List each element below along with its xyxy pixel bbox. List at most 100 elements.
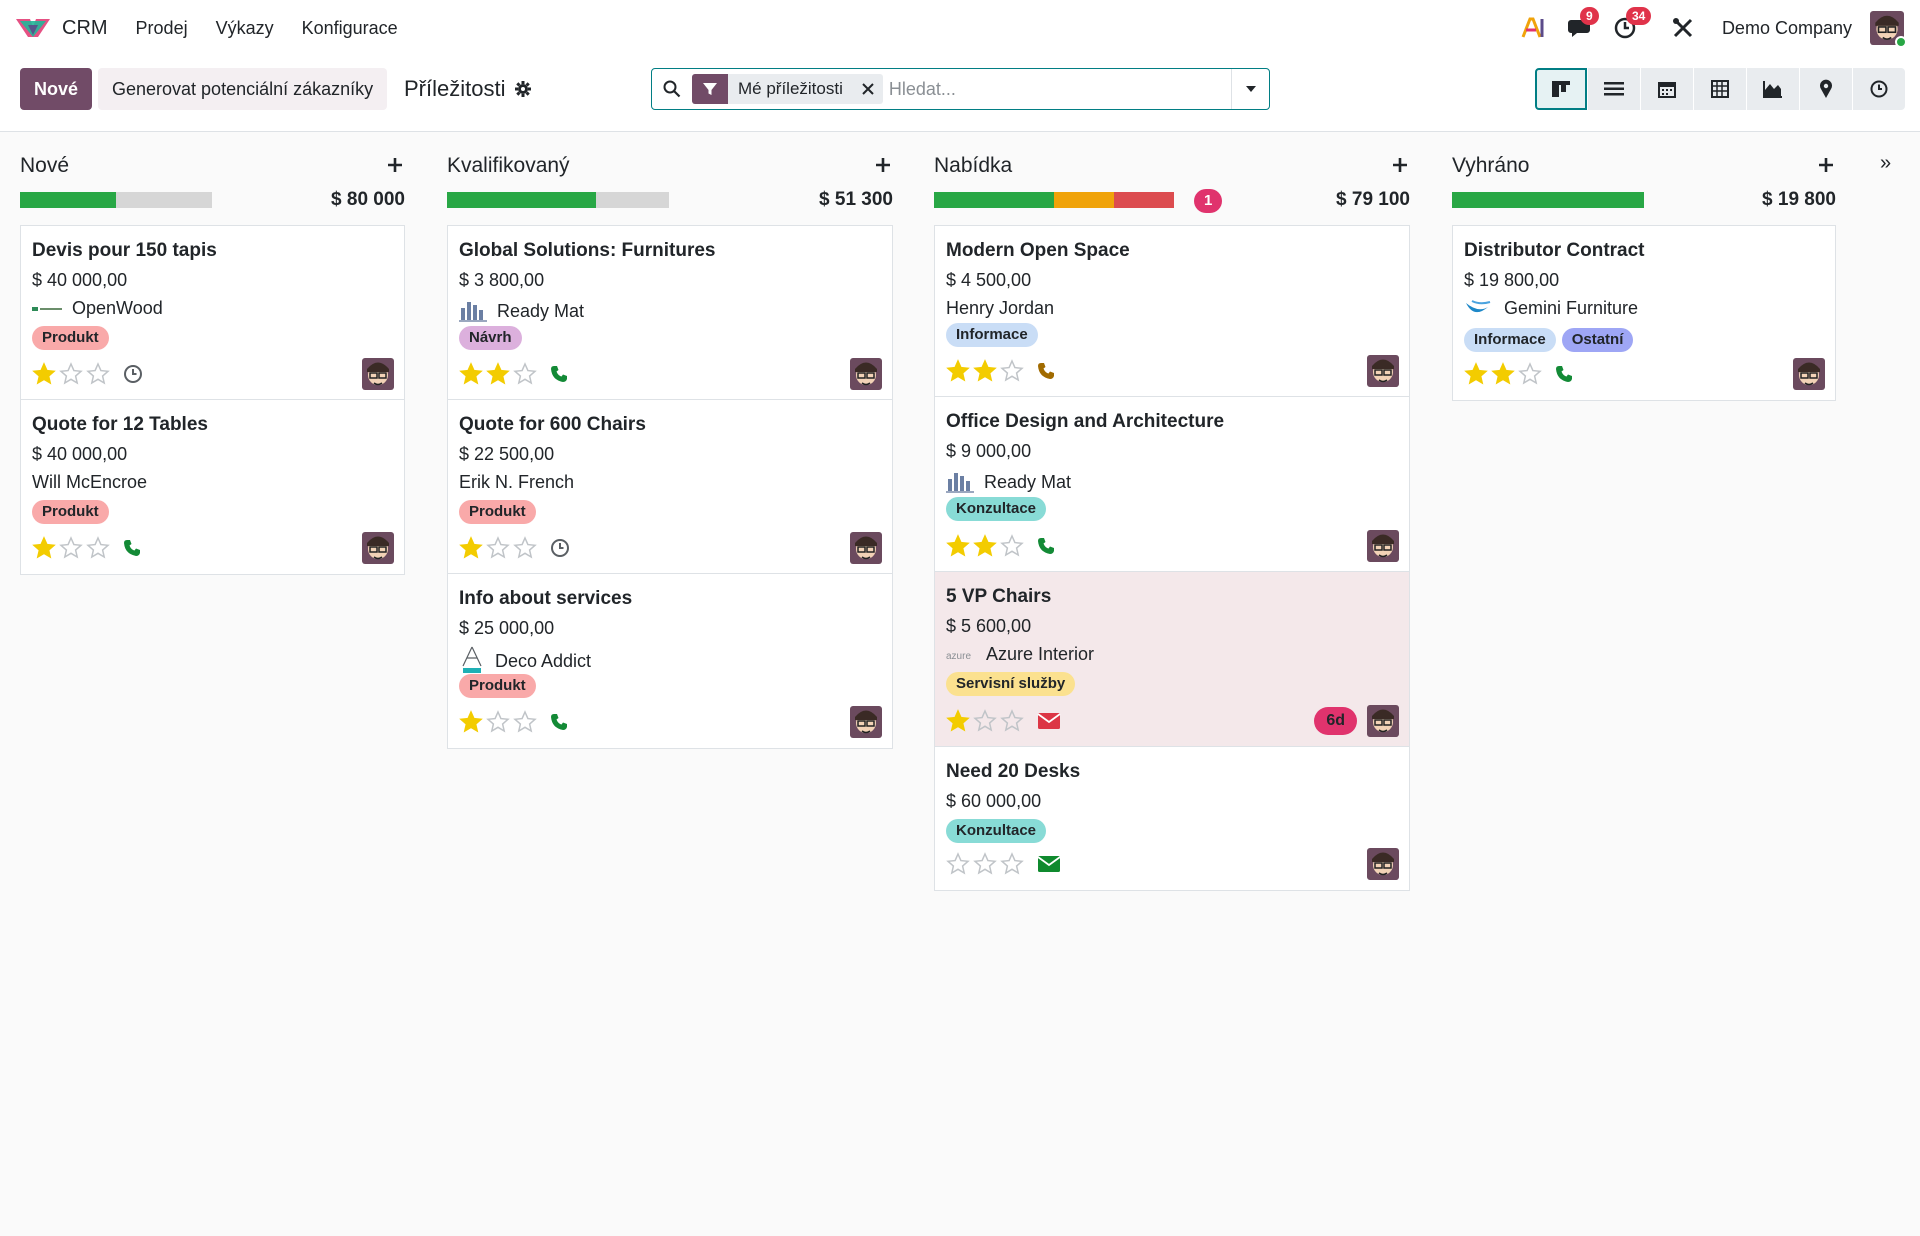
priority-stars[interactable] — [946, 852, 1027, 876]
quick-create-plus-icon[interactable] — [1390, 152, 1410, 178]
progress-segment[interactable] — [447, 192, 596, 208]
opportunity-card[interactable]: 5 VP Chairs $ 5 600,00 azure Azure Interior… — [935, 572, 1409, 747]
phone-icon[interactable] — [1555, 365, 1573, 383]
menu-vykazy[interactable]: Výkazy — [215, 17, 274, 38]
search-icon[interactable] — [652, 80, 692, 98]
salesperson-avatar[interactable] — [1367, 355, 1399, 387]
envelope-icon[interactable] — [1037, 855, 1061, 873]
opportunity-card[interactable]: Office Design and Architecture $ 9 000,00… — [935, 397, 1409, 572]
app-name[interactable]: CRM — [62, 16, 108, 39]
opportunity-card[interactable]: Quote for 600 Chairs $ 22 500,00 Erik N. F… — [448, 400, 892, 574]
menu-konfigurace[interactable]: Konfigurace — [301, 17, 398, 38]
progress-segment[interactable] — [116, 192, 212, 208]
star-filled-icon[interactable] — [1491, 362, 1518, 386]
quick-create-plus-icon[interactable] — [385, 152, 405, 178]
column-title[interactable]: Kvalifikovaný — [447, 154, 570, 177]
progress-segment[interactable] — [1114, 192, 1174, 208]
column-progress-bar[interactable] — [934, 192, 1174, 208]
star-empty-icon[interactable] — [486, 536, 513, 560]
ai-icon[interactable] — [1518, 13, 1548, 43]
opportunity-card[interactable]: Quote for 12 Tables $ 40 000,00 Will McEnc… — [21, 400, 404, 574]
tools-icon[interactable] — [1668, 13, 1698, 43]
star-empty-icon[interactable] — [59, 362, 86, 386]
app-brand[interactable]: CRM — [16, 17, 108, 40]
phone-icon[interactable] — [1037, 537, 1055, 555]
star-filled-icon[interactable] — [973, 359, 1000, 383]
map-view-button[interactable] — [1800, 68, 1852, 110]
column-count-badge[interactable]: 1 — [1194, 189, 1223, 213]
star-filled-icon[interactable] — [1464, 362, 1491, 386]
user-avatar[interactable] — [1870, 11, 1907, 48]
phone-icon[interactable] — [123, 539, 141, 557]
new-button[interactable]: Nové — [20, 68, 93, 110]
activity-view-button[interactable] — [1853, 68, 1905, 110]
remove-facet-icon[interactable] — [853, 83, 883, 95]
pivot-view-button[interactable] — [1694, 68, 1746, 110]
search-options-dropdown[interactable] — [1231, 69, 1269, 109]
priority-stars[interactable] — [946, 709, 1027, 733]
column-title[interactable]: Nabídka — [934, 154, 1013, 177]
progress-segment[interactable] — [595, 192, 669, 208]
star-empty-icon[interactable] — [513, 710, 540, 734]
star-filled-icon[interactable] — [32, 536, 59, 560]
star-empty-icon[interactable] — [1000, 709, 1027, 733]
priority-stars[interactable] — [32, 362, 113, 386]
star-empty-icon[interactable] — [1518, 362, 1545, 386]
star-filled-icon[interactable] — [459, 536, 486, 560]
star-empty-icon[interactable] — [1000, 534, 1027, 558]
envelope-icon[interactable] — [1037, 712, 1061, 730]
star-empty-icon[interactable] — [86, 536, 113, 560]
star-filled-icon[interactable] — [973, 534, 1000, 558]
graph-view-button[interactable] — [1747, 68, 1799, 110]
kanban-view-button[interactable] — [1535, 68, 1587, 110]
priority-stars[interactable] — [946, 534, 1027, 558]
calendar-view-button[interactable] — [1641, 68, 1693, 110]
activities-icon[interactable]: 34 — [1610, 7, 1652, 43]
phone-icon[interactable] — [1037, 362, 1055, 380]
salesperson-avatar[interactable] — [362, 358, 394, 390]
column-title[interactable]: Nové — [20, 154, 70, 177]
generate-leads-button[interactable]: Generovat potenciální zákazníky — [98, 68, 388, 110]
gear-icon[interactable] — [515, 81, 532, 97]
star-filled-icon[interactable] — [946, 359, 973, 383]
progress-segment[interactable] — [1452, 192, 1644, 208]
priority-stars[interactable] — [459, 362, 540, 386]
crm-app-icon[interactable] — [16, 17, 50, 39]
star-filled-icon[interactable] — [946, 534, 973, 558]
star-filled-icon[interactable] — [946, 709, 973, 733]
search-input[interactable] — [888, 74, 1231, 104]
star-empty-icon[interactable] — [1000, 852, 1027, 876]
opportunity-card[interactable]: Modern Open Space $ 4 500,00 Henry Jordan I… — [935, 226, 1409, 397]
star-empty-icon[interactable] — [1000, 359, 1027, 383]
opportunity-card[interactable]: Info about services $ 25 000,00 Deco Addic… — [448, 574, 892, 748]
clock-icon[interactable] — [123, 364, 143, 384]
opportunity-card[interactable]: Devis pour 150 tapis $ 40 000,00 OpenWood P… — [21, 226, 404, 400]
progress-segment[interactable] — [20, 192, 116, 208]
phone-icon[interactable] — [550, 365, 568, 383]
star-empty-icon[interactable] — [86, 362, 113, 386]
star-filled-icon[interactable] — [486, 362, 513, 386]
messages-icon[interactable]: 9 — [1564, 7, 1599, 43]
salesperson-avatar[interactable] — [1367, 705, 1399, 737]
quick-create-plus-icon[interactable] — [1816, 152, 1836, 178]
priority-stars[interactable] — [1464, 362, 1545, 386]
opportunity-card[interactable]: Need 20 Desks $ 60 000,00 Konzultace — [935, 747, 1409, 890]
progress-segment[interactable] — [1054, 192, 1114, 208]
star-filled-icon[interactable] — [32, 362, 59, 386]
star-empty-icon[interactable] — [513, 362, 540, 386]
list-view-button[interactable] — [1588, 68, 1640, 110]
quick-create-plus-icon[interactable] — [873, 152, 893, 178]
salesperson-avatar[interactable] — [850, 358, 882, 390]
column-title[interactable]: Vyhráno — [1452, 154, 1530, 177]
star-empty-icon[interactable] — [973, 852, 1000, 876]
column-progress-bar[interactable] — [1452, 192, 1644, 208]
salesperson-avatar[interactable] — [850, 532, 882, 564]
priority-stars[interactable] — [459, 710, 540, 734]
salesperson-avatar[interactable] — [1793, 358, 1825, 390]
star-empty-icon[interactable] — [59, 536, 86, 560]
column-progress-bar[interactable] — [20, 192, 212, 208]
salesperson-avatar[interactable] — [850, 706, 882, 738]
salesperson-avatar[interactable] — [1367, 848, 1399, 880]
column-progress-bar[interactable] — [447, 192, 669, 208]
star-empty-icon[interactable] — [513, 536, 540, 560]
